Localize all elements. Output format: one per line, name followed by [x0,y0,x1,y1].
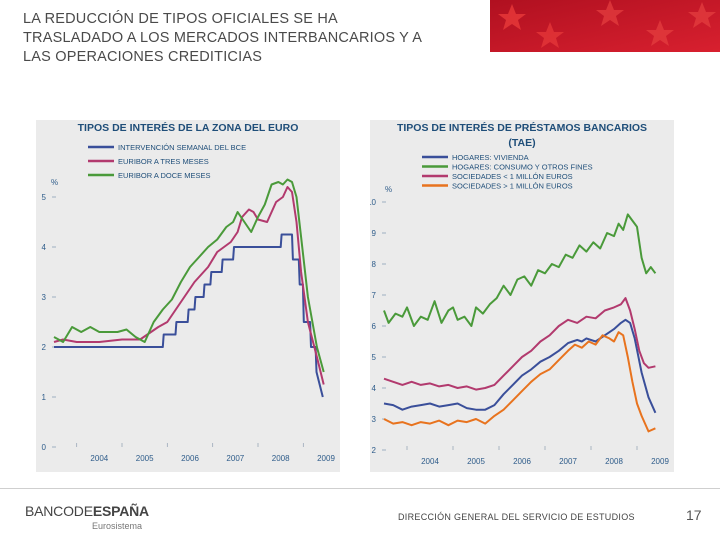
page-number: 17 [686,507,702,523]
chart1-x-tick-2: 2006 [181,454,199,463]
chart2-x-tick-3: 2007 [559,457,577,466]
chart1-x-tick-4: 2008 [272,454,290,463]
chart1-x-tick-0: 2004 [90,454,108,463]
decorative-flag-corner [490,0,720,52]
flag-stars-graphic [490,0,720,52]
chart1-legend-label-1: EURIBOR A TRES MESES [118,157,209,166]
chart1-x-tick-3: 2007 [226,454,244,463]
chart1-series-line-2 [53,178,325,373]
chart2-y-tick-0: 2 [372,446,377,455]
chart-eurozone-rates: TIPOS DE INTERÉS DE LA ZONA DEL EURO INT… [42,121,336,463]
chart2-series-line-3 [383,331,656,433]
slide-title-line-3: LAS OPERACIONES CREDITICIAS [23,49,263,65]
slide-title-line-2: TRASLADADO A LOS MERCADOS INTERBANCARIOS… [23,30,423,46]
chart2-series-line-0 [383,318,657,414]
chart2-y-tick-3: 5 [372,353,377,362]
chart-panel-bank-loan-rates: TIPOS DE INTERÉS DE PRÉSTAMOS BANCARIOS … [370,120,674,472]
chart2-legend-label-0: HOGARES: VIVIENDA [452,153,529,162]
chart1-y-unit: % [51,178,58,187]
chart2-series-line-1 [383,213,657,327]
chart2-legend-label-2: SOCIEDADES < 1 MILLÓN EUROS [452,172,573,181]
chart2-y-tick-5: 7 [372,291,377,300]
footer-divider [0,488,720,489]
slide-title: LA REDUCCIÓN DE TIPOS OFICIALES SE HA TR… [23,10,493,67]
chart-bank-loan-rates: TIPOS DE INTERÉS DE PRÉSTAMOS BANCARIOS … [370,121,669,466]
chart1-y-tick-4: 4 [42,243,47,252]
chart2-y-tick-4: 6 [372,322,377,331]
chart2-series-line-2 [383,297,656,391]
chart2-y-unit: % [385,185,392,194]
footer-department: DIRECCIÓN GENERAL DEL SERVICIO DE ESTUDI… [398,512,635,522]
chart2-x-tick-0: 2004 [421,457,439,466]
chart2-y-tick-1: 3 [372,415,377,424]
chart2-x-tick-1: 2005 [467,457,485,466]
chart1-y-tick-0: 0 [42,443,47,452]
logo-bold-text: ESPAÑA [92,503,149,519]
chart2-x-tick-4: 2008 [605,457,623,466]
chart1-y-tick-2: 2 [42,343,47,352]
chart1-legend-label-0: INTERVENCIÓN SEMANAL DEL BCE [118,143,246,152]
chart2-legend-label-3: SOCIEDADES > 1 MILLÓN EUROS [452,182,573,191]
chart1-legend-label-2: EURIBOR A DOCE MESES [118,171,211,180]
chart1-y-tick-5: 5 [42,193,47,202]
chart2-y-tick-2: 4 [372,384,377,393]
chart1-series-line-0 [54,233,324,398]
banco-de-espana-logo: BANCODEESPAÑA [25,503,149,519]
chart2-y-tick-8: 10 [370,198,377,207]
chart-panel-eurozone-rates: TIPOS DE INTERÉS DE LA ZONA DEL EURO INT… [36,120,340,472]
chart1-y-tick-3: 3 [42,293,47,302]
chart2-x-tick-5: 2009 [651,457,669,466]
chart2-y-tick-7: 9 [372,229,377,238]
chart2-y-tick-6: 8 [372,260,377,269]
chart1-series-line-1 [53,186,325,385]
chart2-x-tick-2: 2006 [513,457,531,466]
chart2-title: TIPOS DE INTERÉS DE PRÉSTAMOS BANCARIOS [397,121,647,134]
logo-light-text: BANCODE [25,503,93,519]
slide-title-line-1: LA REDUCCIÓN DE TIPOS OFICIALES SE HA [23,11,338,27]
chart2-legend-label-1: HOGARES: CONSUMO Y OTROS FINES [452,163,593,172]
chart2-subtitle: (TAE) [508,137,535,149]
logo-subtitle: Eurosistema [92,521,143,531]
chart1-title: TIPOS DE INTERÉS DE LA ZONA DEL EURO [78,121,299,134]
chart1-x-tick-1: 2005 [136,454,154,463]
chart1-x-tick-5: 2009 [317,454,335,463]
chart1-y-tick-1: 1 [42,393,47,402]
